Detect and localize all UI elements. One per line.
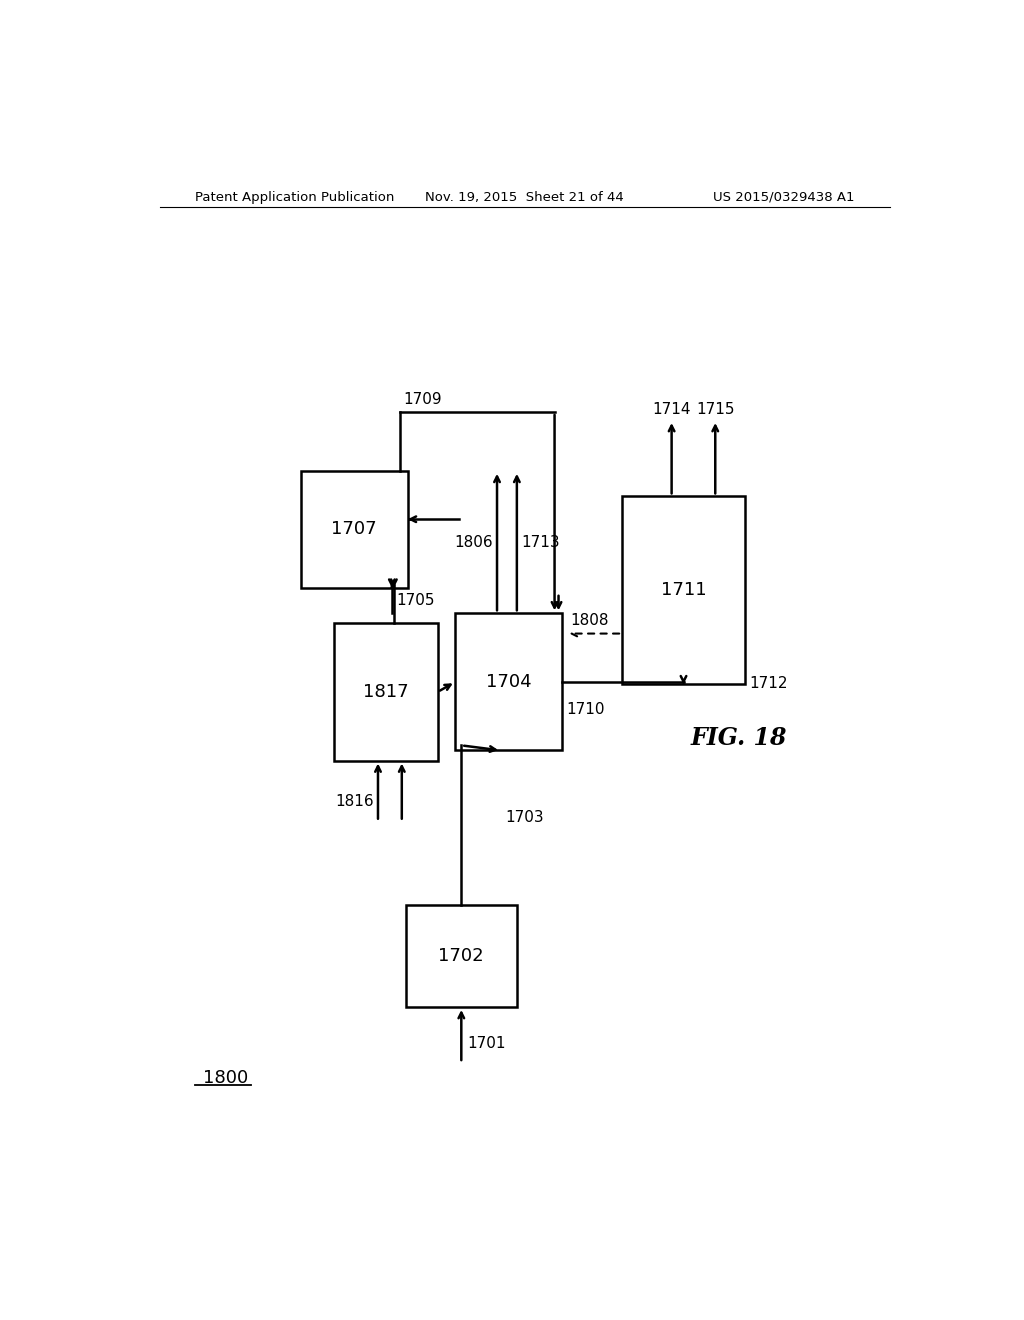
Text: 1714: 1714 [652, 403, 691, 417]
Text: 1705: 1705 [396, 593, 434, 609]
Text: 1710: 1710 [566, 702, 605, 717]
Text: 1701: 1701 [467, 1036, 506, 1051]
Text: 1806: 1806 [455, 535, 494, 549]
Text: 1703: 1703 [505, 810, 544, 825]
Text: Nov. 19, 2015  Sheet 21 of 44: Nov. 19, 2015 Sheet 21 of 44 [425, 190, 625, 203]
FancyBboxPatch shape [406, 906, 517, 1007]
Text: 1715: 1715 [696, 403, 734, 417]
Text: 1712: 1712 [749, 676, 787, 690]
Text: Patent Application Publication: Patent Application Publication [196, 190, 395, 203]
FancyBboxPatch shape [301, 471, 408, 587]
Text: 1800: 1800 [204, 1069, 249, 1088]
Text: 1711: 1711 [660, 581, 707, 599]
Text: 1709: 1709 [403, 392, 442, 407]
Text: 1702: 1702 [438, 948, 484, 965]
FancyBboxPatch shape [622, 496, 745, 684]
Text: 1707: 1707 [332, 520, 377, 539]
Text: 1816: 1816 [336, 793, 374, 809]
FancyBboxPatch shape [456, 614, 562, 751]
Text: 1713: 1713 [521, 535, 559, 549]
Text: FIG. 18: FIG. 18 [691, 726, 787, 750]
Text: 1808: 1808 [570, 614, 609, 628]
FancyBboxPatch shape [334, 623, 437, 760]
Text: 1817: 1817 [364, 682, 409, 701]
Text: US 2015/0329438 A1: US 2015/0329438 A1 [713, 190, 854, 203]
Text: 1704: 1704 [486, 673, 531, 690]
